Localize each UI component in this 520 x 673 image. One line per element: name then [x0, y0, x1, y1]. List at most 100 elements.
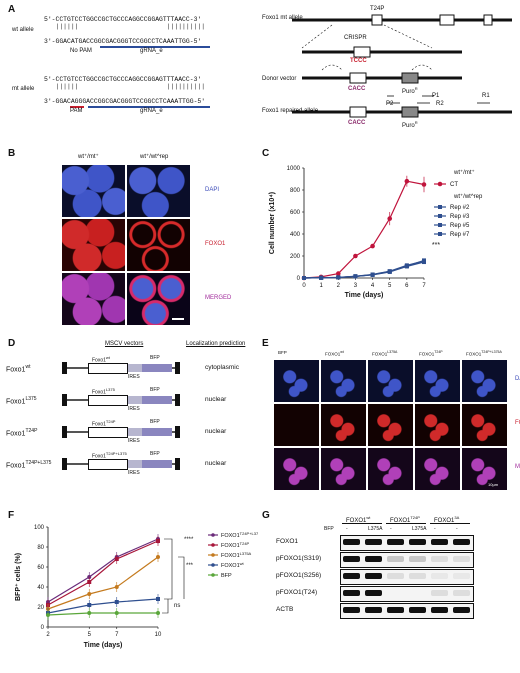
panel-label-d: D: [8, 338, 16, 349]
f-series-line: [47, 598, 159, 614]
construct-ltr-right: [175, 362, 180, 374]
f-sig-2: ***: [186, 563, 194, 569]
c-point: [422, 258, 426, 263]
construct-ires: [128, 364, 142, 372]
c-point: [302, 276, 306, 280]
f-point: [156, 611, 160, 615]
c-point: [335, 271, 341, 276]
f-point: [114, 611, 119, 615]
b-dapi-ctrl: [62, 165, 125, 217]
f-point: [156, 539, 160, 543]
g-row-label: pFOXO1(S256): [276, 572, 322, 579]
r1-label: R1: [482, 93, 490, 99]
g-band: [365, 607, 382, 613]
c-significance: ***: [432, 242, 440, 249]
c-legend-label: Rep #2: [450, 205, 470, 211]
panel-label-b: B: [8, 148, 16, 159]
c-xlabel: Time (days): [345, 292, 384, 299]
g-lane-label: -: [456, 526, 458, 532]
f-series-line: [47, 538, 159, 603]
f-bracket: [162, 599, 169, 614]
construct-ltr-left: [62, 362, 67, 374]
g-group-label: FOXO1wt: [346, 515, 371, 524]
wt-bottom-strand: 3'-GGACATGACCGGCGACGGGTCCGGCCTCAAATTGG-5…: [44, 38, 202, 45]
mt-pam-line: [70, 106, 84, 108]
bfp-chart: 0 20 40 60 80 100 2 5 7 10 Time (days) BFP⁺ cells (…: [14, 525, 258, 649]
c-ytick-label: 200: [290, 254, 301, 260]
construct-ltr-right: [175, 458, 180, 470]
f-point: [87, 580, 92, 584]
f-legend-marker: [211, 543, 215, 547]
g-band: [453, 539, 470, 545]
construct-ires: [128, 428, 142, 436]
t24p-label: T24P: [370, 6, 385, 12]
allele-schematic: [292, 14, 512, 118]
e-row-label: MERGED: [515, 464, 520, 470]
mt-grna-line: [88, 106, 210, 108]
e-micrograph: [274, 360, 319, 402]
mt-pam: PAM: [70, 108, 83, 114]
f-series-line: [47, 540, 159, 606]
g-group-label: FOXO13A: [434, 515, 460, 524]
e-micrograph: [274, 404, 319, 446]
g-band: [453, 573, 470, 579]
f-xlabel: Time (days): [84, 642, 123, 649]
f-legend-sup: T24P+L375A: [240, 531, 258, 536]
e-micrograph: [462, 448, 507, 490]
f-point: [87, 603, 92, 607]
g-band: [409, 556, 426, 562]
f-sig-3: ns: [174, 603, 180, 609]
construct-gene-label: Foxo1T24P: [92, 419, 116, 428]
g-band: [343, 556, 360, 562]
f-series-line: [47, 556, 159, 610]
c-series-line: [303, 180, 425, 279]
d-title-prediction: Localization prediction: [186, 341, 246, 347]
b-foxo1-ctrl: [62, 219, 125, 271]
g-band: [409, 607, 426, 613]
construct-prediction: nuclear: [205, 396, 227, 403]
c-point: [370, 272, 375, 277]
f-point: [114, 557, 119, 561]
b-merged-rep: [127, 273, 190, 325]
g-lane-label: -: [434, 526, 436, 532]
g-lane-label: L375A: [368, 526, 383, 532]
c-point: [404, 264, 409, 269]
c-xtick-label: 4: [371, 283, 375, 289]
mt-bottom-strand: 3'-GGACAGGGACCGGCGACGGGTCCGGCCTCAAATTGG-…: [44, 98, 206, 105]
e-micrograph: [368, 404, 413, 446]
e-scale-label: 10µm: [488, 482, 499, 487]
e-micrograph: [415, 404, 460, 446]
g-row-label: pFOXO1(S319): [276, 555, 322, 562]
g-band: [343, 607, 360, 613]
e-col-label: BFP: [278, 350, 287, 355]
g-lane-label: -: [346, 526, 348, 532]
construct-ltr-left: [62, 394, 67, 406]
g-band: [343, 590, 360, 596]
f-legend-marker: [211, 573, 215, 577]
c-point: [353, 274, 358, 279]
f-legend-label: FOXO1wt: [221, 561, 245, 569]
f-legend-label: FOXO1L375A: [221, 551, 252, 559]
mt-grna-label: gRNA_e: [140, 108, 163, 114]
g-band: [387, 607, 404, 613]
c-xtick-label: 3: [354, 283, 358, 289]
wt-allele-label: wt allele: [12, 27, 34, 33]
f-legend-marker: [211, 553, 215, 557]
construct-bfp: [142, 460, 172, 468]
g-band: [365, 556, 382, 562]
g-bfp-label: BFP: [324, 526, 334, 532]
foxo1-mt-allele-label: Foxo1 mt allele: [262, 15, 303, 21]
construct-gene-label: Foxo1L375: [92, 387, 115, 396]
f-legend-marker: [211, 563, 215, 567]
construct-ires: [128, 396, 142, 404]
puro2-label: PuroR: [402, 120, 418, 129]
mt-bars: |||||| ||||||||||: [44, 83, 206, 90]
e-col-label: FOXO1L375A: [372, 350, 398, 357]
e-micrograph: [321, 360, 366, 402]
c-legend-label: Rep #5: [450, 223, 470, 229]
c-legend-marker: [438, 223, 442, 227]
mt-allele-label: mt allele: [12, 86, 35, 92]
crispr-label: CRISPR: [344, 35, 367, 41]
construct-gene-label: Foxo1wt: [92, 355, 110, 364]
g-band: [343, 539, 360, 545]
